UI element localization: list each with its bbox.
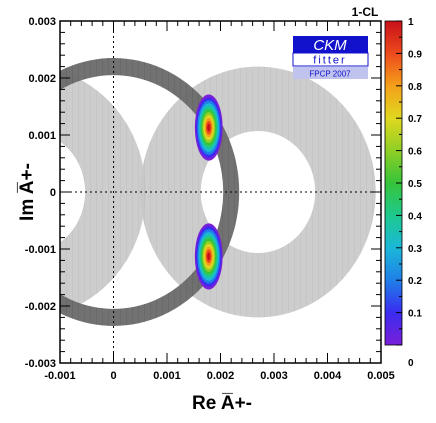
colorbar-tick-label: 0.7: [408, 114, 422, 125]
y-tick-label: -0.003: [25, 358, 56, 370]
x-tick-label: 0.004: [314, 370, 342, 382]
x-tick-label: 0.001: [153, 370, 181, 382]
x-tick-label: -0.001: [44, 370, 75, 382]
y-tick-label: 0: [50, 187, 56, 199]
x-tick-labels: -0.001 0 0.001 0.002 0.003 0.004 0.005: [44, 370, 394, 382]
colorbar-tick-label: 0.8: [408, 82, 422, 93]
likelihood-blobs: [194, 94, 223, 290]
y-tick-label: 0.001: [28, 130, 56, 142]
ring-light-left-texture: [60, 71, 146, 313]
blob-0-level-10: [207, 123, 211, 132]
colorbar: 1-CL 0 0.1 0.2 0.3 0.4 0.5 0.6 0.7 0.8 0.9 1: [352, 5, 423, 369]
y-axis-title: Im A̅+-: [17, 163, 38, 221]
constraint-regions: [60, 58, 376, 326]
colorbar-tick-label: 0.5: [408, 179, 422, 190]
x-tick-label: 0.005: [367, 370, 395, 382]
colorbar-tick-label: 0.4: [408, 211, 422, 222]
colorbar-ticks: 0 0.1 0.2 0.3 0.4 0.5 0.6 0.7 0.8 0.9 1: [396, 17, 422, 369]
colorbar-tick-label: 0.6: [408, 147, 422, 158]
ckmfitter-logo: CKM fitter FPCP 2007: [292, 36, 369, 79]
logo-main: CKM: [313, 37, 347, 54]
x-axis-title: Re A̅+-: [192, 393, 252, 414]
colorbar-tick-label: 1: [408, 17, 414, 28]
colorbar-tick-label: 0.9: [408, 49, 422, 60]
y-tick-labels: -0.003 -0.002 -0.001 0 0.001 0.002 0.003: [25, 16, 56, 370]
axis-ticks: [59, 20, 382, 364]
colorbar-tick-label: 0.3: [408, 244, 422, 255]
blob-1-level-10: [207, 252, 211, 261]
y-tick-label: -0.002: [25, 301, 56, 313]
x-tick-label: 0.002: [207, 370, 235, 382]
logo-tag: FPCP 2007: [309, 70, 351, 79]
y-tick-label: 0.002: [28, 73, 56, 85]
y-tick-label: -0.001: [25, 244, 56, 256]
colorbar-tick-label: 0: [408, 358, 414, 369]
colorbar-tick-label: 0.1: [408, 309, 422, 320]
x-tick-label: 0: [110, 370, 116, 382]
colorbar-title: 1-CL: [352, 5, 379, 19]
logo-sub: fitter: [313, 55, 346, 67]
y-tick-label: 0.003: [28, 16, 56, 28]
colorbar-tick-label: 0.2: [408, 276, 422, 287]
x-tick-label: 0.003: [260, 370, 288, 382]
